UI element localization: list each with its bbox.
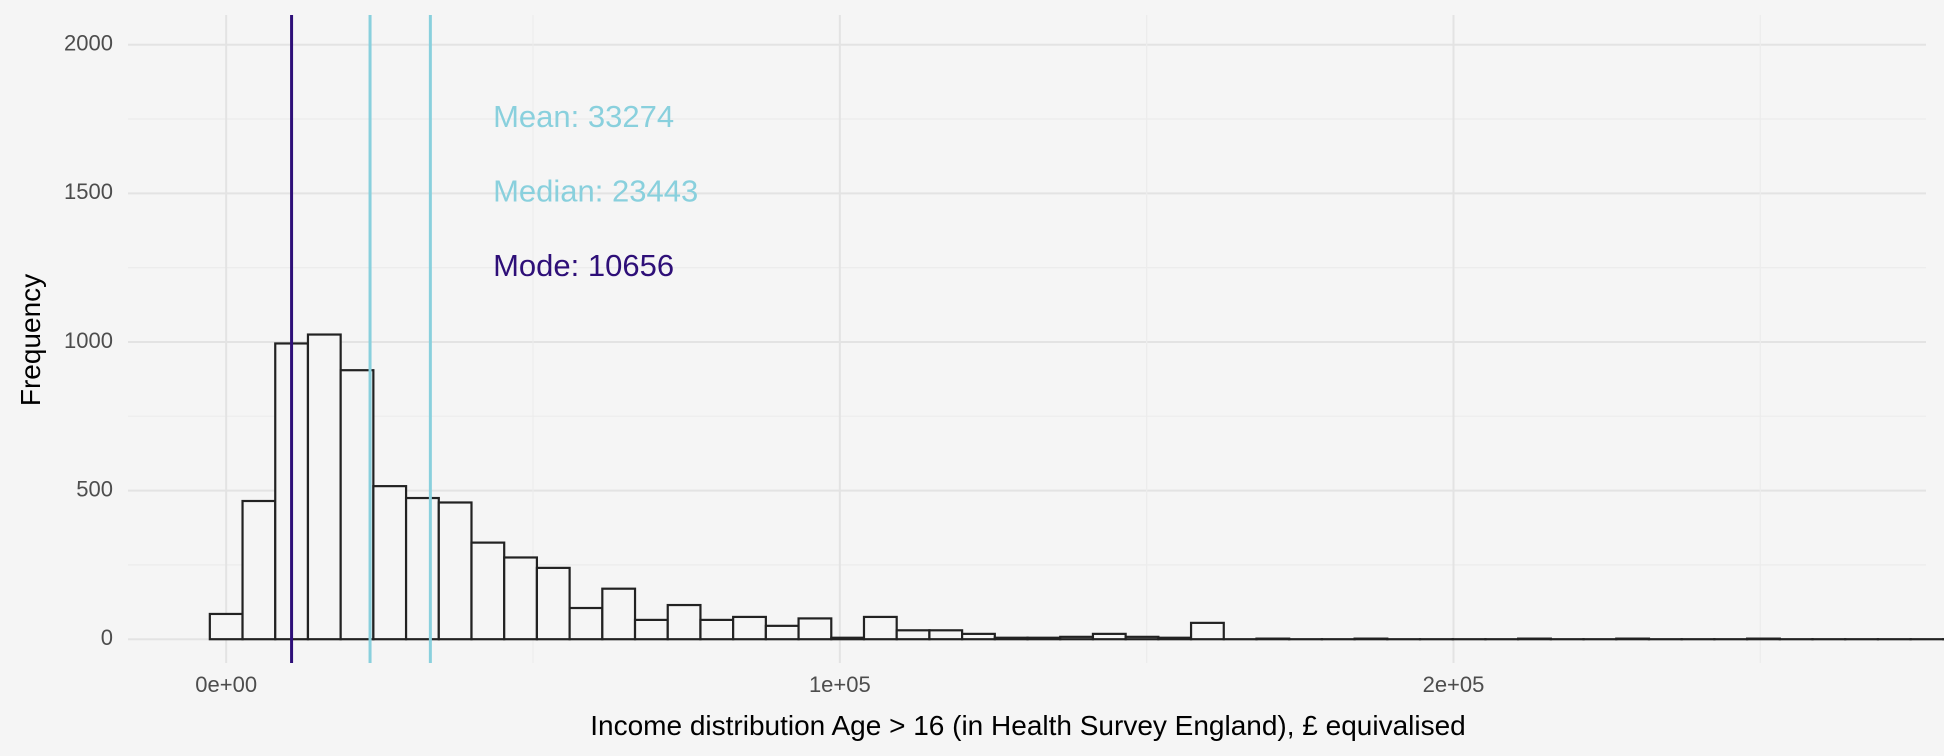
y-tick-label: 2000 bbox=[64, 31, 113, 56]
annotation-label: Mean: 33274 bbox=[493, 99, 674, 134]
histogram-bar bbox=[895, 629, 931, 641]
annotations: Mean: 33274 Median: 23443 Mode: 10656 bbox=[493, 99, 698, 283]
histogram-bar bbox=[1189, 621, 1225, 641]
reference-lines bbox=[290, 15, 432, 663]
histogram-bar bbox=[1091, 632, 1127, 641]
histogram-bar bbox=[568, 606, 604, 641]
histogram-bar bbox=[993, 636, 1029, 641]
x-tick-label: 2e+05 bbox=[1423, 672, 1485, 697]
histogram-bar bbox=[339, 369, 375, 641]
x-axis-ticks: 0e+00 1e+05 2e+05 bbox=[195, 672, 1484, 697]
y-tick-label: 0 bbox=[101, 625, 113, 650]
y-axis-ticks: 0 500 1000 1500 2000 bbox=[64, 31, 113, 650]
histogram-bar bbox=[437, 501, 473, 641]
histogram-bar bbox=[404, 496, 440, 641]
x-tick-label: 0e+00 bbox=[195, 672, 257, 697]
histogram-bar bbox=[1124, 635, 1160, 641]
histogram-bar bbox=[1615, 637, 1651, 641]
histogram-bar bbox=[470, 541, 506, 641]
histogram-bar bbox=[764, 624, 800, 641]
histogram-bar bbox=[1255, 637, 1291, 641]
histogram-bar bbox=[797, 617, 833, 641]
y-tick-label: 1000 bbox=[64, 328, 113, 353]
annotation-label: Median: 23443 bbox=[493, 174, 698, 209]
x-tick-label: 1e+05 bbox=[809, 672, 871, 697]
histogram-bar bbox=[862, 615, 898, 641]
grid-lines bbox=[128, 15, 1926, 663]
histogram-bars bbox=[208, 333, 1944, 641]
y-axis-title: Frequency bbox=[15, 274, 46, 406]
histogram-bar bbox=[535, 566, 571, 641]
histogram-bar bbox=[732, 615, 767, 641]
histogram-bar bbox=[1517, 637, 1552, 641]
histogram-bar bbox=[1059, 635, 1095, 641]
histogram-bar bbox=[208, 612, 244, 641]
histogram-bar bbox=[372, 485, 408, 641]
histogram-bar bbox=[1026, 636, 1062, 641]
y-tick-label: 1500 bbox=[64, 179, 113, 204]
histogram-bar bbox=[666, 603, 702, 641]
histogram-bar bbox=[961, 632, 996, 641]
histogram-bar bbox=[1157, 636, 1193, 641]
histogram-bar bbox=[633, 618, 669, 641]
histogram-bar bbox=[241, 499, 277, 641]
histogram-bar bbox=[928, 629, 964, 641]
y-tick-label: 500 bbox=[76, 476, 113, 501]
histogram-bar bbox=[503, 556, 539, 641]
histogram-bar bbox=[699, 618, 735, 641]
histogram-bar bbox=[1353, 637, 1389, 641]
annotation-label: Mode: 10656 bbox=[493, 248, 674, 283]
histogram-bar bbox=[601, 587, 637, 641]
x-axis-title: Income distribution Age > 16 (in Health … bbox=[590, 710, 1466, 741]
histogram-bar bbox=[306, 333, 342, 641]
histogram-bar bbox=[830, 636, 866, 641]
histogram-bar bbox=[1745, 637, 1781, 641]
